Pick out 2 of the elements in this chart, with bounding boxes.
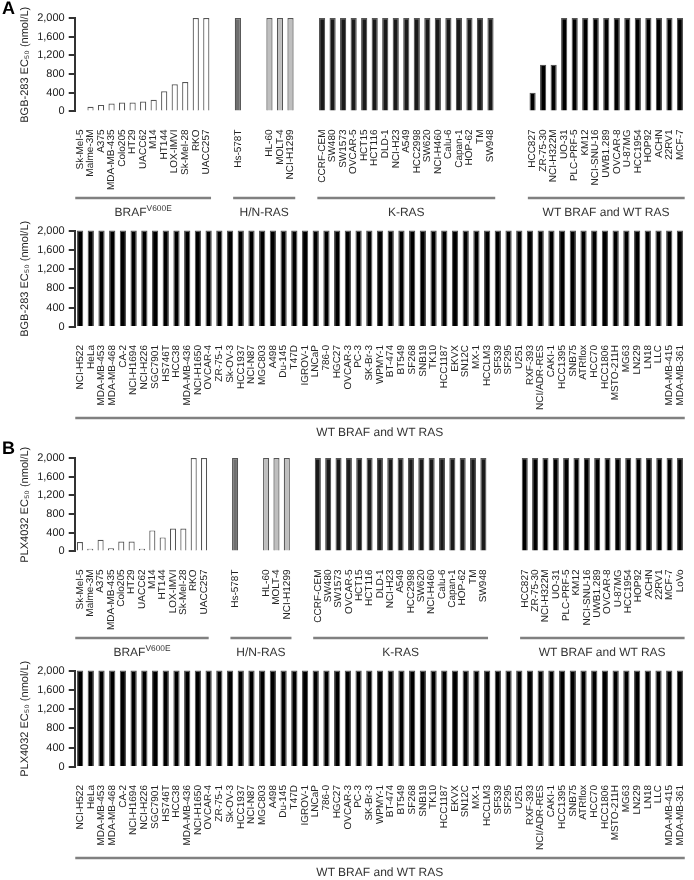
chart-title: B bbox=[2, 437, 16, 458]
chart-title: A bbox=[2, 0, 16, 18]
